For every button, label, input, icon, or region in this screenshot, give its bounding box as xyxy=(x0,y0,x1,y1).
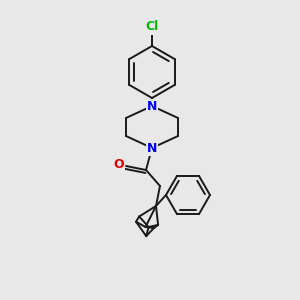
Text: N: N xyxy=(147,100,157,112)
Text: Cl: Cl xyxy=(146,20,159,34)
Text: N: N xyxy=(147,142,157,154)
Text: O: O xyxy=(114,158,124,172)
